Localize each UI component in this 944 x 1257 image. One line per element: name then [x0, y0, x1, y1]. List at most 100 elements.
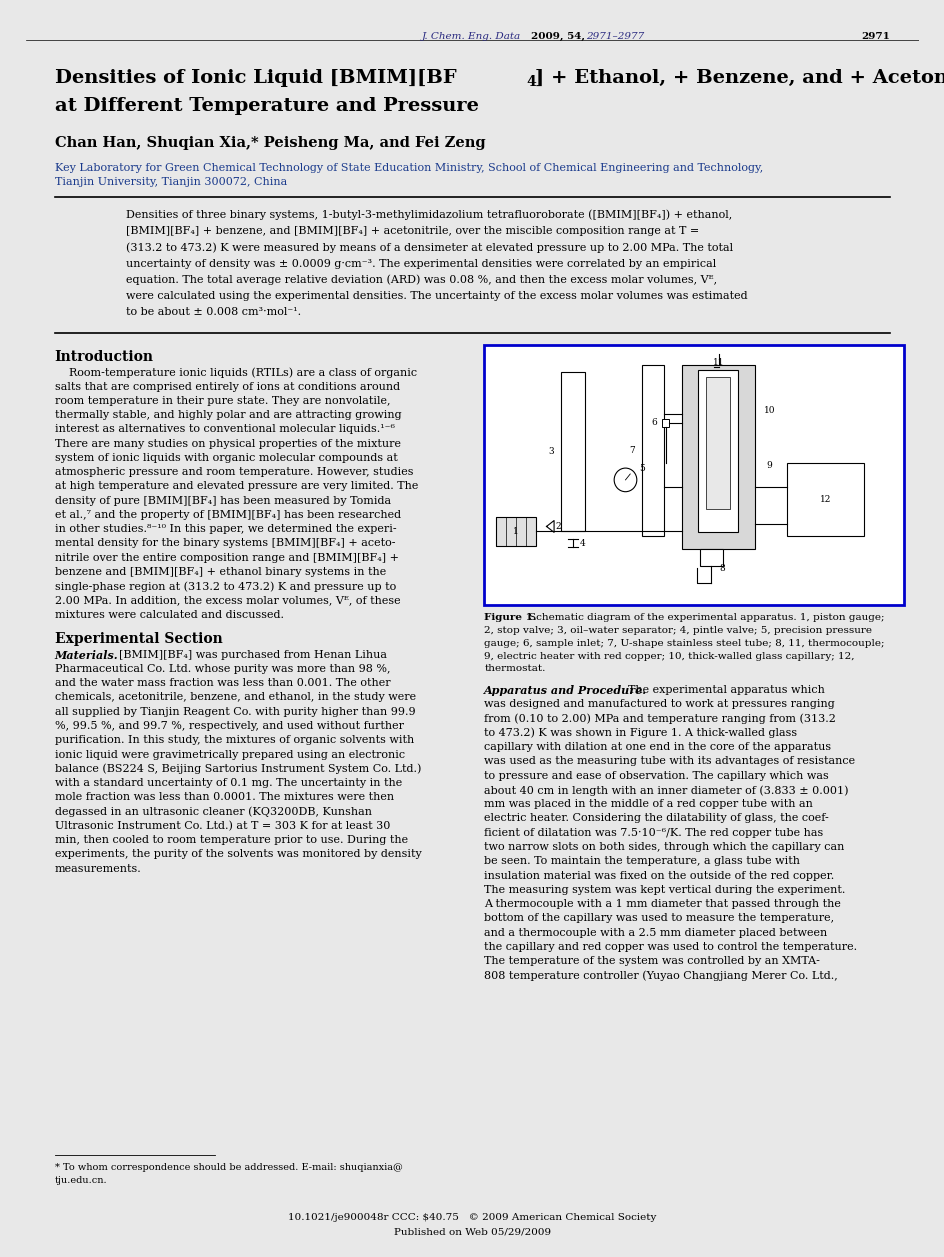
Text: experiments, the purity of the solvents was monitored by density: experiments, the purity of the solvents …	[55, 850, 421, 860]
Text: the capillary and red copper was used to control the temperature.: the capillary and red copper was used to…	[483, 941, 856, 952]
Bar	[698, 371, 737, 532]
Text: Published on Web 05/29/2009: Published on Web 05/29/2009	[394, 1227, 550, 1237]
Text: uncertainty of density was ± 0.0009 g·cm⁻³. The experimental densities were corr: uncertainty of density was ± 0.0009 g·cm…	[126, 259, 715, 269]
Text: 8: 8	[719, 563, 725, 573]
Text: The temperature of the system was controlled by an XMTA-: The temperature of the system was contro…	[483, 957, 819, 967]
Text: 3: 3	[548, 447, 553, 456]
Bar	[560, 372, 584, 532]
Text: and the water mass fraction was less than 0.001. The other: and the water mass fraction was less tha…	[55, 679, 390, 688]
Text: Schematic diagram of the experimental apparatus. 1, piston gauge;: Schematic diagram of the experimental ap…	[528, 613, 884, 622]
Text: 10: 10	[763, 406, 774, 415]
Text: insulation material was fixed on the outside of the red copper.: insulation material was fixed on the out…	[483, 871, 834, 881]
Text: all supplied by Tianjin Reagent Co. with purity higher than 99.9: all supplied by Tianjin Reagent Co. with…	[55, 706, 415, 716]
Text: Key Laboratory for Green Chemical Technology of State Education Ministry, School: Key Laboratory for Green Chemical Techno…	[55, 162, 762, 172]
Text: tju.edu.cn.: tju.edu.cn.	[55, 1177, 108, 1185]
Text: chemicals, acetonitrile, benzene, and ethanol, in the study were: chemicals, acetonitrile, benzene, and et…	[55, 693, 415, 703]
Text: The measuring system was kept vertical during the experiment.: The measuring system was kept vertical d…	[483, 885, 845, 895]
Text: 2009, 54,: 2009, 54,	[531, 31, 588, 40]
Text: be seen. To maintain the temperature, a glass tube with: be seen. To maintain the temperature, a …	[483, 856, 800, 866]
Bar	[700, 548, 722, 566]
Text: 4: 4	[579, 539, 584, 548]
Text: thermostat.: thermostat.	[483, 665, 545, 674]
Bar	[786, 463, 864, 537]
Bar	[661, 419, 668, 426]
Text: 4: 4	[526, 75, 536, 89]
Text: Densities of Ionic Liquid [BMIM][BF: Densities of Ionic Liquid [BMIM][BF	[55, 69, 456, 87]
Text: Apparatus and Procedure.: Apparatus and Procedure.	[483, 685, 647, 696]
Text: Chan Han, Shuqian Xia,* Peisheng Ma, and Fei Zeng: Chan Han, Shuqian Xia,* Peisheng Ma, and…	[55, 136, 485, 150]
Text: 6: 6	[650, 419, 657, 427]
Bar	[641, 365, 664, 537]
Text: %, 99.5 %, and 99.7 %, respectively, and used without further: %, 99.5 %, and 99.7 %, respectively, and…	[55, 722, 403, 732]
Text: equation. The total average relative deviation (ARD) was 0.08 %, and then the ex: equation. The total average relative dev…	[126, 275, 716, 285]
Text: capillary with dilation at one end in the core of the apparatus: capillary with dilation at one end in th…	[483, 742, 831, 752]
Text: Tianjin University, Tianjin 300072, China: Tianjin University, Tianjin 300072, Chin…	[55, 177, 287, 187]
Bar	[496, 517, 536, 546]
Text: to be about ± 0.008 cm³·mol⁻¹.: to be about ± 0.008 cm³·mol⁻¹.	[126, 307, 300, 317]
Text: Room-temperature ionic liquids (RTILs) are a class of organic: Room-temperature ionic liquids (RTILs) a…	[55, 367, 416, 378]
Bar	[705, 377, 730, 509]
Text: to 473.2) K was shown in Figure 1. A thick-walled glass: to 473.2) K was shown in Figure 1. A thi…	[483, 728, 797, 738]
Text: 2971: 2971	[860, 31, 889, 40]
Text: gauge; 6, sample inlet; 7, U-shape stainless steel tube; 8, 11, thermocouple;: gauge; 6, sample inlet; 7, U-shape stain…	[483, 639, 884, 647]
Text: Pharmaceutical Co. Ltd. whose purity was more than 98 %,: Pharmaceutical Co. Ltd. whose purity was…	[55, 664, 390, 674]
Text: mm was placed in the middle of a red copper tube with an: mm was placed in the middle of a red cop…	[483, 799, 813, 810]
Text: et al.,⁷ and the property of [BMIM][BF₄] has been researched: et al.,⁷ and the property of [BMIM][BF₄]…	[55, 510, 400, 520]
Text: bottom of the capillary was used to measure the temperature,: bottom of the capillary was used to meas…	[483, 914, 834, 924]
Text: at Different Temperature and Pressure: at Different Temperature and Pressure	[55, 97, 479, 114]
Text: ] + Ethanol, + Benzene, and + Acetonitrile: ] + Ethanol, + Benzene, and + Acetonitri…	[534, 69, 944, 87]
Text: and a thermocouple with a 2.5 mm diameter placed between: and a thermocouple with a 2.5 mm diamete…	[483, 928, 827, 938]
Text: measurements.: measurements.	[55, 864, 142, 874]
Text: mole fraction was less than 0.0001. The mixtures were then: mole fraction was less than 0.0001. The …	[55, 792, 394, 802]
Text: A thermocouple with a 1 mm diameter that passed through the: A thermocouple with a 1 mm diameter that…	[483, 899, 840, 909]
Text: was used as the measuring tube with its advantages of resistance: was used as the measuring tube with its …	[483, 757, 854, 767]
Text: [BMIM][BF₄] was purchased from Henan Lihua: [BMIM][BF₄] was purchased from Henan Lih…	[112, 650, 387, 660]
Text: 2.00 MPa. In addition, the excess molar volumes, Vᴱ, of these: 2.00 MPa. In addition, the excess molar …	[55, 596, 400, 606]
Text: degassed in an ultrasonic cleaner (KQ3200DB, Kunshan: degassed in an ultrasonic cleaner (KQ320…	[55, 807, 371, 817]
Text: 11: 11	[712, 358, 724, 367]
Text: thermally stable, and highly polar and are attracting growing: thermally stable, and highly polar and a…	[55, 410, 401, 420]
Text: Ultrasonic Instrument Co. Ltd.) at T = 303 K for at least 30: Ultrasonic Instrument Co. Ltd.) at T = 3…	[55, 821, 390, 831]
Text: 2: 2	[554, 522, 560, 530]
Text: density of pure [BMIM][BF₄] has been measured by Tomida: density of pure [BMIM][BF₄] has been mea…	[55, 495, 391, 505]
Text: 9, electric heater with red copper; 10, thick-walled glass capillary; 12,: 9, electric heater with red copper; 10, …	[483, 651, 854, 661]
Text: Materials.: Materials.	[55, 650, 118, 661]
Text: system of ionic liquids with organic molecular compounds at: system of ionic liquids with organic mol…	[55, 453, 397, 463]
Bar	[483, 344, 903, 606]
Text: purification. In this study, the mixtures of organic solvents with: purification. In this study, the mixture…	[55, 735, 413, 745]
Text: single-phase region at (313.2 to 473.2) K and pressure up to: single-phase region at (313.2 to 473.2) …	[55, 581, 396, 592]
Text: There are many studies on physical properties of the mixture: There are many studies on physical prope…	[55, 439, 400, 449]
Text: nitrile over the entire composition range and [BMIM][BF₄] +: nitrile over the entire composition rang…	[55, 553, 398, 563]
Text: at high temperature and elevated pressure are very limited. The: at high temperature and elevated pressur…	[55, 481, 417, 491]
Text: salts that are comprised entirely of ions at conditions around: salts that are comprised entirely of ion…	[55, 382, 399, 391]
Text: J. Chem. Eng. Data: J. Chem. Eng. Data	[421, 31, 523, 40]
Text: (313.2 to 473.2) K were measured by means of a densimeter at elevated pressure u: (313.2 to 473.2) K were measured by mean…	[126, 243, 732, 253]
Text: ionic liquid were gravimetrically prepared using an electronic: ionic liquid were gravimetrically prepar…	[55, 749, 404, 759]
Bar	[682, 365, 754, 548]
Text: 2, stop valve; 3, oil–water separator; 4, pintle valve; 5, precision pressure: 2, stop valve; 3, oil–water separator; 4…	[483, 626, 871, 635]
Text: two narrow slots on both sides, through which the capillary can: two narrow slots on both sides, through …	[483, 842, 844, 852]
Text: with a standard uncertainty of 0.1 mg. The uncertainty in the: with a standard uncertainty of 0.1 mg. T…	[55, 778, 401, 788]
Text: 7: 7	[629, 446, 634, 455]
Text: ficient of dilatation was 7.5·10⁻⁶/K. The red copper tube has: ficient of dilatation was 7.5·10⁻⁶/K. Th…	[483, 828, 822, 837]
Text: 1: 1	[513, 527, 518, 535]
Text: was designed and manufactured to work at pressures ranging: was designed and manufactured to work at…	[483, 699, 834, 709]
Text: mental density for the binary systems [BMIM][BF₄] + aceto-: mental density for the binary systems [B…	[55, 538, 395, 548]
Text: from (0.10 to 2.00) MPa and temperature ranging from (313.2: from (0.10 to 2.00) MPa and temperature …	[483, 714, 835, 724]
Text: interest as alternatives to conventional molecular liquids.¹⁻⁶: interest as alternatives to conventional…	[55, 425, 395, 435]
Text: balance (BS224 S, Beijing Sartorius Instrument System Co. Ltd.): balance (BS224 S, Beijing Sartorius Inst…	[55, 764, 421, 774]
Text: The experimental apparatus which: The experimental apparatus which	[620, 685, 824, 695]
Text: were calculated using the experimental densities. The uncertainty of the excess : were calculated using the experimental d…	[126, 290, 747, 300]
Text: room temperature in their pure state. They are nonvolatile,: room temperature in their pure state. Th…	[55, 396, 390, 406]
Text: about 40 cm in length with an inner diameter of (3.833 ± 0.001): about 40 cm in length with an inner diam…	[483, 784, 848, 796]
Text: 9: 9	[766, 461, 771, 470]
Text: 2971–2977: 2971–2977	[585, 31, 644, 40]
Text: * To whom correspondence should be addressed. E-mail: shuqianxia@: * To whom correspondence should be addre…	[55, 1163, 402, 1173]
Text: benzene and [BMIM][BF₄] + ethanol binary systems in the: benzene and [BMIM][BF₄] + ethanol binary…	[55, 567, 385, 577]
Text: Figure 1.: Figure 1.	[483, 613, 540, 622]
Text: min, then cooled to room temperature prior to use. During the: min, then cooled to room temperature pri…	[55, 835, 408, 845]
Text: 10.1021/je900048r CCC: $40.75   © 2009 American Chemical Society: 10.1021/je900048r CCC: $40.75 © 2009 Ame…	[288, 1213, 656, 1222]
Text: atmospheric pressure and room temperature. However, studies: atmospheric pressure and room temperatur…	[55, 468, 413, 478]
Text: Experimental Section: Experimental Section	[55, 632, 222, 646]
Text: [BMIM][BF₄] + benzene, and [BMIM][BF₄] + acetonitrile, over the miscible composi: [BMIM][BF₄] + benzene, and [BMIM][BF₄] +…	[126, 226, 699, 236]
